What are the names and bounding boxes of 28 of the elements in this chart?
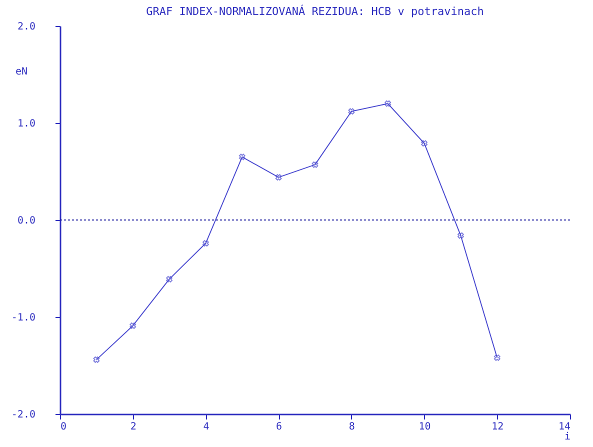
y-tick-label: -1.0	[11, 312, 36, 324]
x-tick-label: 8	[348, 422, 355, 432]
y-tick-label: 1.0	[17, 118, 36, 130]
x-tick-label: 6	[276, 422, 282, 432]
point	[458, 232, 464, 239]
chart-title: GRAF INDEX-NORMALIZOVANÁ REZIDUA: HCB v potravinach	[146, 4, 484, 18]
point	[275, 174, 282, 181]
x-tick-label: 0	[60, 422, 67, 432]
x-tick-label: 10	[418, 422, 431, 432]
point	[494, 354, 500, 361]
y-tick-label: 2.0	[17, 22, 36, 32]
y-tick-label: 0.0	[17, 216, 36, 226]
x-tick-label: 14	[558, 422, 570, 432]
point	[166, 276, 172, 282]
point	[312, 162, 318, 168]
point	[421, 140, 428, 147]
y-tick-label: -2.0	[11, 410, 36, 420]
x-axis-title: i	[564, 432, 570, 442]
point	[348, 108, 355, 115]
point	[238, 154, 246, 160]
x-tick-label: 12	[492, 422, 504, 432]
x-tick-label: 4	[203, 422, 210, 432]
point	[202, 240, 209, 246]
point	[384, 100, 392, 107]
x-tick-label: 2	[130, 422, 136, 432]
y-axis-title: eN	[16, 66, 28, 78]
point	[130, 322, 136, 329]
point	[93, 356, 100, 363]
